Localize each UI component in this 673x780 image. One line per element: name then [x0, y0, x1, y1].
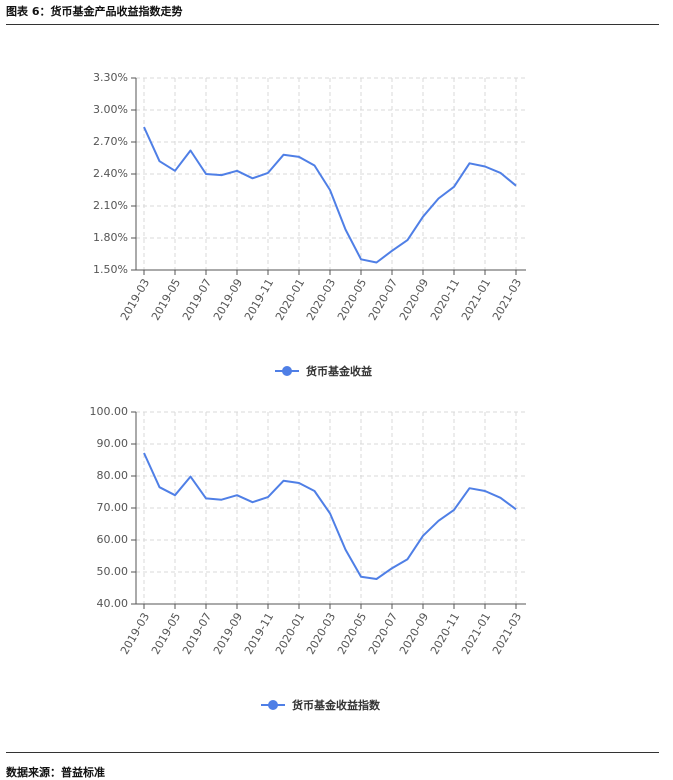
y-tick-label: 50.00	[97, 565, 129, 578]
data-source: 数据来源：普益标准	[6, 766, 105, 779]
x-tick-label: 2020-03	[304, 277, 338, 323]
x-tick-label: 2020-07	[366, 277, 400, 323]
y-tick-label: 2.70%	[93, 135, 128, 148]
yield-index-chart: 40.00 50.00 60.00 70.00 80.00 90.00 100.00 2019…	[90, 405, 526, 712]
x-tick-label: 2019-05	[149, 611, 183, 657]
x-tick-label: 2019-09	[211, 611, 245, 657]
y-tick-label: 2.40%	[93, 167, 128, 180]
y-tick-label: 3.00%	[93, 103, 128, 116]
y-tick-label: 60.00	[97, 533, 129, 546]
x-tick-label: 2019-11	[242, 611, 276, 657]
x-tick-label: 2021-01	[459, 277, 493, 323]
y-tick-label: 70.00	[97, 501, 129, 514]
x-tick-label: 2020-03	[304, 611, 338, 657]
x-tick-label: 2019-03	[118, 611, 152, 657]
x-tick-label: 2021-01	[459, 611, 493, 657]
x-tick-label: 2020-09	[397, 277, 431, 323]
y-tick-label: 3.30%	[93, 71, 128, 84]
x-tick-label: 2021-03	[490, 611, 524, 657]
y-tick-label: 80.00	[97, 469, 129, 482]
x-tick-label: 2021-03	[490, 277, 524, 323]
y-tick-label: 90.00	[97, 437, 129, 450]
legend-marker	[282, 366, 292, 376]
x-tick-label: 2020-01	[273, 277, 307, 323]
series-line	[143, 452, 517, 580]
legend-label: 货币基金收益	[305, 364, 372, 378]
x-tick-label: 2020-09	[397, 611, 431, 657]
legend-label: 货币基金收益指数	[291, 698, 381, 712]
x-tick-label: 2019-05	[149, 277, 183, 323]
x-tick-label: 2019-07	[180, 611, 214, 657]
x-tick-label: 2019-03	[118, 277, 152, 323]
x-tick-label: 2020-05	[335, 277, 369, 323]
x-tick-label: 2020-05	[335, 611, 369, 657]
series-line	[143, 126, 517, 264]
top-rule	[6, 24, 659, 25]
x-tick-label: 2020-07	[366, 611, 400, 657]
legend-marker	[268, 700, 278, 710]
legend: 货币基金收益指数	[261, 698, 381, 712]
x-tick-label: 2019-09	[211, 277, 245, 323]
yield-chart: 1.50% 1.80% 2.10% 2.40% 2.70% 3.00% 3.30% 2019-…	[93, 71, 526, 378]
x-tick-label: 2020-01	[273, 611, 307, 657]
figure-title: 图表 6：货币基金产品收益指数走势	[6, 5, 183, 18]
y-tick-label: 2.10%	[93, 199, 128, 212]
x-tick-label: 2019-11	[242, 277, 276, 323]
y-tick-label: 1.50%	[93, 263, 128, 276]
y-tick-label: 1.80%	[93, 231, 128, 244]
bottom-rule	[6, 752, 659, 753]
x-tick-label: 2019-07	[180, 277, 214, 323]
y-tick-label: 100.00	[90, 405, 129, 418]
x-tick-label: 2020-11	[428, 277, 462, 323]
x-tick-label: 2020-11	[428, 611, 462, 657]
legend: 货币基金收益	[275, 364, 372, 378]
y-tick-label: 40.00	[97, 597, 129, 610]
